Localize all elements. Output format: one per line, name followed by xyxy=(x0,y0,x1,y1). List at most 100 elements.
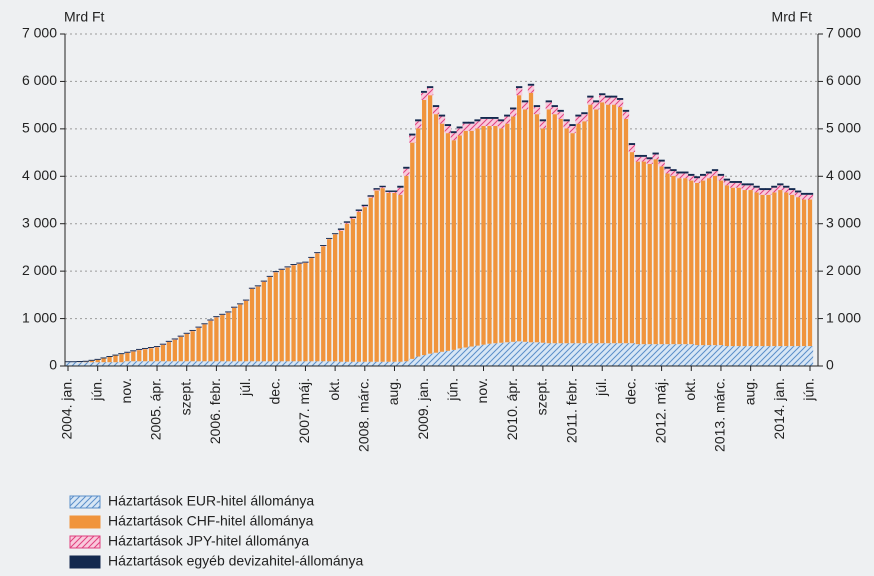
x-tick-label: nov. xyxy=(474,378,490,403)
bar-segment xyxy=(499,128,504,343)
bar-segment xyxy=(771,346,778,366)
bar-segment xyxy=(765,188,772,191)
bar-segment xyxy=(462,123,469,131)
bar-segment xyxy=(527,83,535,86)
bar-segment xyxy=(189,361,196,366)
bar-segment xyxy=(533,342,541,366)
bar-segment xyxy=(153,346,161,348)
bar-segment xyxy=(521,100,529,103)
bar-segment xyxy=(420,355,428,366)
bar-segment xyxy=(670,171,677,176)
x-tick-label: nov. xyxy=(118,378,134,403)
bar-segment xyxy=(522,109,528,342)
bar-segment xyxy=(349,218,357,219)
bar-segment xyxy=(320,245,327,247)
bar-segment xyxy=(516,95,522,342)
bar-segment xyxy=(331,361,339,366)
bar-segment xyxy=(420,90,428,93)
bar-segment xyxy=(742,190,747,347)
bar-segment xyxy=(290,361,297,366)
bar-segment xyxy=(717,173,725,176)
bar-segment xyxy=(130,350,137,352)
bar-segment xyxy=(308,256,315,258)
bar-segment xyxy=(379,361,386,366)
bar-segment xyxy=(689,180,694,345)
bar-segment xyxy=(392,192,397,362)
bar-segment xyxy=(236,303,244,305)
bar-segment xyxy=(255,286,261,362)
bar-segment xyxy=(789,190,796,195)
bar-segment xyxy=(551,107,558,115)
y2-tick-label: 2 000 xyxy=(826,262,861,278)
x-tick-label: szept. xyxy=(177,378,193,415)
bar-segment xyxy=(337,361,345,366)
bar-segment xyxy=(664,168,671,174)
bar-segment xyxy=(398,194,403,362)
bar-segment xyxy=(355,209,363,211)
bar-segment xyxy=(415,356,422,366)
x-tick-label: júl. xyxy=(237,378,253,397)
bar-segment xyxy=(177,361,184,366)
bar-segment xyxy=(765,190,772,195)
bar-segment xyxy=(682,344,689,366)
bar-segment xyxy=(373,361,380,366)
bar-segment xyxy=(777,183,784,186)
bar-segment xyxy=(683,178,688,345)
bar-segment xyxy=(806,192,814,195)
bar-segment xyxy=(379,185,386,188)
bar-segment xyxy=(610,97,618,105)
bar-segment xyxy=(303,262,308,362)
bar-segment xyxy=(658,344,665,366)
bar-segment xyxy=(444,124,452,127)
bar-segment xyxy=(236,361,244,366)
bar-segment xyxy=(576,123,581,344)
bar-segment xyxy=(676,344,683,366)
bar-segment xyxy=(415,119,422,122)
bar-segment xyxy=(717,345,725,366)
bar-segment xyxy=(724,185,730,347)
bar-segment xyxy=(403,168,410,176)
bar-segment xyxy=(640,344,647,366)
bar-segment xyxy=(492,117,499,119)
bar-segment xyxy=(533,107,541,115)
bar-segment xyxy=(658,161,665,167)
bar-segment xyxy=(717,175,725,181)
y-tick-label: 1 000 xyxy=(22,309,57,325)
bar-segment xyxy=(314,252,321,254)
bar-segment xyxy=(766,194,771,347)
bar-segment xyxy=(70,362,78,366)
bar-segment xyxy=(492,118,499,127)
bar-segment xyxy=(498,342,505,366)
bar-segment xyxy=(207,319,214,321)
bar-segment xyxy=(416,128,421,357)
bar-segment xyxy=(539,119,547,122)
bar-segment xyxy=(189,329,196,331)
bar-segment xyxy=(438,114,446,117)
bar-segment xyxy=(594,109,599,344)
bar-segment xyxy=(171,361,179,366)
bar-segment xyxy=(95,359,100,363)
bar-segment xyxy=(564,128,569,344)
bar-segment xyxy=(676,171,683,174)
bar-segment xyxy=(754,192,759,347)
bar-segment xyxy=(248,361,256,366)
bar-segment xyxy=(195,326,202,328)
bar-segment xyxy=(362,207,367,362)
bar-segment xyxy=(355,361,363,366)
bar-segment xyxy=(694,176,701,179)
bar-segment xyxy=(783,185,790,188)
bar-segment xyxy=(160,344,166,362)
bar-segment xyxy=(142,347,149,349)
bar-segment xyxy=(760,194,765,347)
bar-segment xyxy=(610,95,618,98)
bar-segment xyxy=(723,180,731,186)
bar-segment xyxy=(747,346,754,366)
bar-segment xyxy=(260,361,268,366)
bar-segment xyxy=(272,361,279,366)
bar-segment xyxy=(593,100,600,103)
x-tick-label: dec. xyxy=(266,378,282,404)
bar-segment xyxy=(76,361,84,362)
bar-segment xyxy=(587,97,594,105)
bar-segment xyxy=(711,345,719,366)
